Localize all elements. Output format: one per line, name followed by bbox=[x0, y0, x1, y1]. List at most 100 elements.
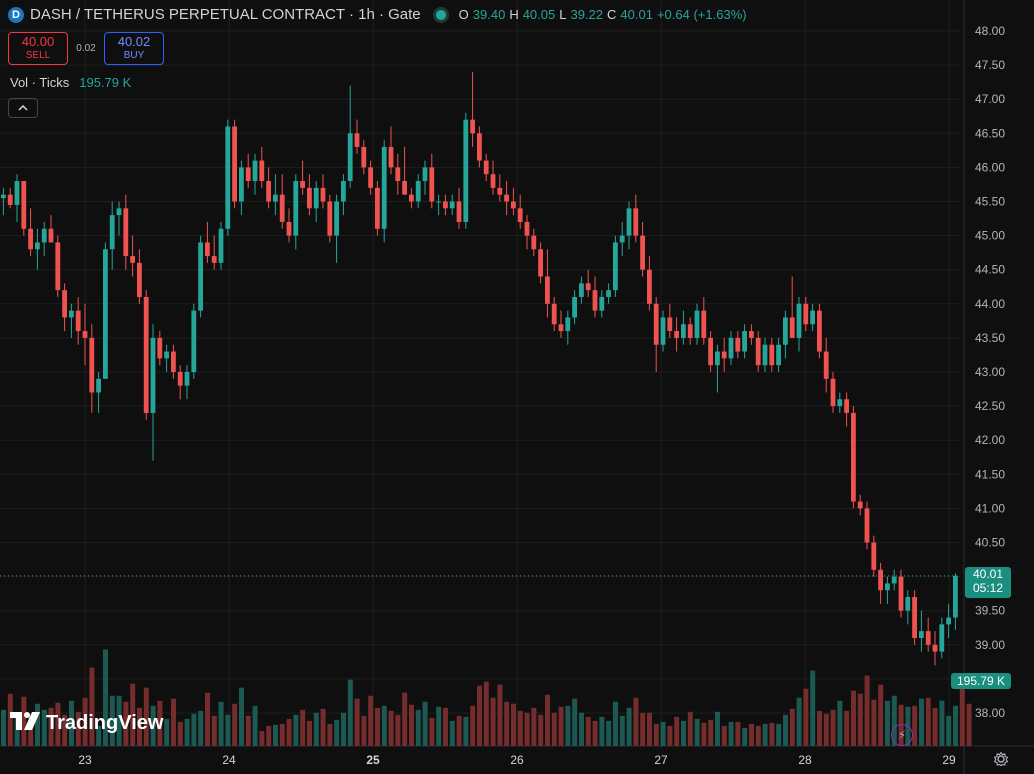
volume-bar bbox=[640, 712, 646, 746]
candle-body bbox=[470, 119, 475, 134]
candle-body bbox=[647, 269, 652, 304]
buy-button[interactable]: 40.02 BUY bbox=[104, 32, 164, 65]
trade-panel: 40.00 SELL 0.02 40.02 BUY bbox=[8, 32, 164, 65]
y-tick-label: 45.00 bbox=[975, 229, 1005, 243]
volume-bar bbox=[96, 725, 102, 746]
close-value: 40.01 bbox=[620, 7, 653, 22]
volume-bar bbox=[409, 704, 414, 746]
volume-bar bbox=[300, 709, 306, 746]
candle-body bbox=[606, 290, 611, 297]
candle-body bbox=[463, 119, 469, 222]
candle-body bbox=[667, 317, 673, 332]
volume-bar bbox=[633, 697, 639, 746]
candle-body bbox=[483, 160, 489, 175]
symbol-title[interactable]: DASH / TETHERUS PERPETUAL CONTRACT · 1h … bbox=[30, 6, 421, 23]
volume-bar bbox=[463, 716, 469, 746]
candle-body bbox=[354, 133, 360, 147]
low-value: 39.22 bbox=[570, 7, 604, 22]
high-value: 40.05 bbox=[522, 7, 556, 22]
volume-bar bbox=[579, 712, 584, 746]
volume-bar bbox=[626, 707, 632, 746]
y-tick-label: 47.50 bbox=[975, 58, 1005, 72]
y-tick-label: 46.50 bbox=[975, 126, 1005, 140]
x-tick-label: 28 bbox=[798, 753, 812, 767]
volume-bar bbox=[449, 720, 455, 746]
volume-bar bbox=[783, 714, 788, 746]
candle-body bbox=[28, 228, 33, 250]
last-price: 40.01 bbox=[972, 567, 1004, 581]
candle-body bbox=[422, 167, 428, 182]
candle-body bbox=[293, 181, 299, 236]
candle-body bbox=[878, 569, 883, 591]
volume-bar bbox=[205, 692, 210, 746]
volume-bar bbox=[871, 699, 877, 746]
candle-body bbox=[653, 303, 659, 345]
candle-body bbox=[769, 344, 775, 366]
settings-gear-icon[interactable] bbox=[993, 751, 1009, 771]
candle-body bbox=[381, 146, 387, 229]
volume-bar bbox=[1, 709, 6, 746]
candle-body bbox=[198, 242, 203, 311]
candle-body bbox=[851, 412, 856, 502]
volume-bar bbox=[728, 721, 734, 746]
volume-bar bbox=[701, 722, 707, 746]
volume-bar bbox=[545, 694, 550, 746]
candle-body bbox=[116, 208, 122, 216]
volume-bar bbox=[245, 715, 251, 746]
candle-body bbox=[320, 187, 326, 202]
candle-body bbox=[62, 290, 67, 318]
volume-bar bbox=[470, 705, 476, 746]
volume-bar bbox=[7, 693, 13, 746]
candle-body bbox=[109, 215, 115, 250]
candle-body bbox=[633, 208, 639, 236]
candle-body bbox=[313, 187, 319, 209]
volume-bar bbox=[531, 707, 537, 746]
volume-bar bbox=[443, 707, 448, 746]
candle-body bbox=[694, 310, 700, 338]
volume-bar bbox=[313, 712, 319, 746]
x-tick-label: 26 bbox=[510, 753, 524, 767]
sell-button[interactable]: 40.00 SELL bbox=[8, 32, 68, 65]
volume-bar bbox=[483, 681, 489, 746]
volume-bar bbox=[109, 695, 115, 746]
candle-body bbox=[545, 276, 550, 304]
volume-bar bbox=[69, 700, 74, 746]
candle-body bbox=[35, 242, 40, 250]
collapse-legend-button[interactable] bbox=[8, 98, 38, 118]
candle-body bbox=[728, 337, 734, 359]
candle-body bbox=[857, 501, 863, 509]
candle-body bbox=[721, 351, 727, 359]
volume-bar bbox=[511, 703, 516, 746]
candle-body bbox=[701, 310, 707, 338]
candle-body bbox=[55, 242, 61, 291]
volume-bar bbox=[232, 703, 238, 746]
candle-body bbox=[171, 351, 176, 372]
volume-bar bbox=[327, 723, 333, 746]
lightning-icon[interactable]: ⚡ bbox=[891, 724, 913, 746]
volume-bar bbox=[721, 725, 727, 746]
y-tick-label: 42.50 bbox=[975, 399, 1005, 413]
volume-bar bbox=[551, 712, 557, 746]
candle-body bbox=[619, 235, 625, 243]
volume-legend[interactable]: Vol · Ticks 195.79 K bbox=[10, 75, 131, 90]
candle-body bbox=[497, 187, 503, 195]
volume-bar bbox=[959, 685, 965, 746]
candle-body bbox=[796, 303, 802, 338]
x-tick-label: 27 bbox=[654, 753, 668, 767]
y-tick-label: 41.00 bbox=[975, 501, 1005, 515]
volume-bar bbox=[749, 723, 754, 746]
open-value: 39.40 bbox=[472, 7, 506, 22]
candle-body bbox=[252, 160, 258, 182]
candle-body bbox=[504, 194, 509, 202]
candle-body bbox=[218, 228, 224, 263]
candle-body bbox=[103, 249, 108, 379]
volume-bar bbox=[572, 698, 578, 746]
tradingview-logo[interactable]: TradingView bbox=[10, 712, 163, 735]
volume-bar bbox=[422, 701, 428, 746]
volume-bar bbox=[708, 719, 714, 746]
candle-body bbox=[531, 235, 537, 250]
volume-bar bbox=[823, 713, 829, 746]
volume-bar bbox=[524, 712, 530, 746]
candle-body bbox=[925, 631, 931, 645]
